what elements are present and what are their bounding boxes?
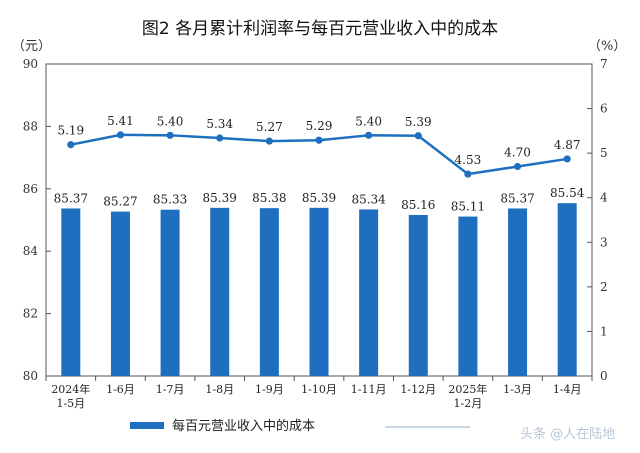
line-point <box>216 134 224 142</box>
x-category-label: 2024年 <box>51 382 90 396</box>
line-value-label: 5.29 <box>306 119 333 133</box>
right-tick-label: 6 <box>600 102 608 116</box>
line-value-label: 5.27 <box>256 120 283 134</box>
line-value-label: 5.19 <box>57 124 84 138</box>
bar-value-label: 85.38 <box>252 191 286 205</box>
bar <box>110 211 130 376</box>
left-tick-label: 82 <box>23 307 38 321</box>
line-point <box>365 131 373 139</box>
x-category-label: 1-7月 <box>156 383 185 396</box>
bar-value-label: 85.37 <box>500 191 534 205</box>
bar <box>160 209 180 376</box>
line-value-label: 5.34 <box>206 117 233 131</box>
left-tick-label: 90 <box>23 57 38 71</box>
chart-title: 图2 各月累计利润率与每百元营业收入中的成本 <box>142 19 498 39</box>
x-category-label: 2025年 <box>448 382 487 396</box>
legend-label: 每百元营业收入中的成本 <box>172 418 315 434</box>
line-value-label: 5.40 <box>355 114 382 128</box>
x-category-label: 1-11月 <box>351 383 387 396</box>
right-tick-label: 1 <box>600 324 608 338</box>
line-point <box>513 162 522 171</box>
legend: 每百元营业收入中的成本 <box>130 418 315 434</box>
x-category-label: 1-10月 <box>301 383 337 396</box>
bar <box>61 208 81 376</box>
line-point <box>464 170 472 178</box>
x-category-label: 1-8月 <box>205 383 234 396</box>
bar-value-label: 85.37 <box>54 191 88 205</box>
line-point <box>265 137 273 145</box>
left-tick-label: 84 <box>23 244 39 258</box>
bar-value-label: 85.39 <box>302 191 336 205</box>
line-data-labels: 5.19 5.41 5.40 5.34 5.27 5.29 5.40 5.39 4.53 4.70… <box>57 114 580 167</box>
line-value-label: 4.53 <box>455 153 482 167</box>
line-point <box>116 131 125 139</box>
bar <box>458 216 478 376</box>
bar-value-label: 85.34 <box>351 192 386 206</box>
right-tick-label: 7 <box>600 57 608 71</box>
bar <box>408 215 428 376</box>
right-tick-label: 5 <box>600 146 608 160</box>
line-value-label: 4.70 <box>504 146 531 160</box>
right-tick-label: 0 <box>600 369 608 383</box>
x-category-label: 1-2月 <box>454 397 483 410</box>
right-tick-label: 4 <box>600 191 608 205</box>
bar <box>508 208 528 376</box>
bar <box>359 209 379 376</box>
bar <box>259 208 279 376</box>
bar-value-label: 85.27 <box>103 195 137 209</box>
right-tick-label: 2 <box>600 280 608 294</box>
x-category-label: 1-6月 <box>106 383 135 396</box>
left-tick-label: 80 <box>23 369 38 383</box>
line-series <box>67 131 571 178</box>
x-category-label: 1-3月 <box>503 383 532 396</box>
bar <box>210 207 230 376</box>
watermark-text: 头条 @人在陆地 <box>520 426 615 442</box>
left-tick-label: 86 <box>23 182 38 196</box>
line-point <box>315 136 323 144</box>
bar-value-label: 85.39 <box>203 191 237 205</box>
x-category-label: 1-5月 <box>56 397 85 410</box>
bar <box>309 207 329 376</box>
line-point <box>563 155 571 163</box>
line-value-label: 5.39 <box>405 115 432 129</box>
right-tick-label: 3 <box>600 235 608 249</box>
right-axis-unit: （%） <box>588 39 626 54</box>
right-axis: 0 1 2 3 4 5 6 7 <box>587 57 608 383</box>
line-point <box>166 131 174 139</box>
x-category-label: 1-12月 <box>400 383 436 396</box>
x-category-label: 1-4月 <box>553 383 582 396</box>
line-value-label: 5.40 <box>157 114 184 128</box>
bar-value-label: 85.11 <box>451 200 485 214</box>
bar-value-label: 85.33 <box>153 193 187 207</box>
bar <box>557 203 577 376</box>
bar-data-labels: 85.37 85.27 85.33 85.39 85.38 85.39 85.34 85.16… <box>54 186 585 213</box>
legend-swatch <box>130 422 164 429</box>
left-tick-label: 88 <box>23 119 38 133</box>
line-value-label: 4.87 <box>554 138 581 152</box>
line-point <box>67 141 75 149</box>
left-axis-unit: （元） <box>12 39 51 54</box>
bar-value-label: 85.54 <box>550 186 585 200</box>
left-axis: 80 82 84 86 88 90 <box>23 57 51 383</box>
watermark: 头条 @人在陆地 <box>385 426 615 442</box>
bar-series <box>61 203 577 376</box>
line-value-label: 5.41 <box>107 114 134 128</box>
line-point <box>414 132 422 140</box>
bar-value-label: 85.16 <box>401 198 435 212</box>
x-category-label: 1-9月 <box>255 383 284 396</box>
